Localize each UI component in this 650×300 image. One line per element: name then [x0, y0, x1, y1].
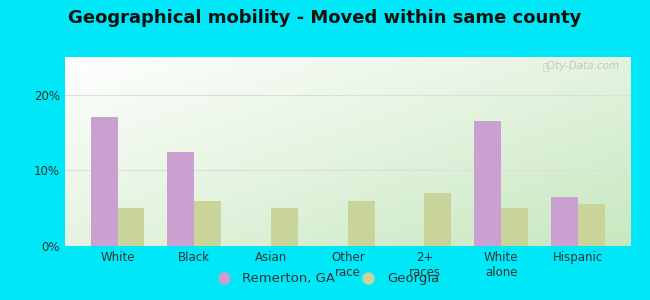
- Bar: [551, 197, 578, 246]
- Bar: [578, 204, 604, 246]
- Bar: [194, 201, 221, 246]
- Bar: [474, 121, 501, 246]
- Text: City-Data.com: City-Data.com: [545, 61, 619, 71]
- Bar: [348, 201, 374, 246]
- Legend: Remerton, GA, Georgia: Remerton, GA, Georgia: [205, 267, 445, 290]
- Text: Geographical mobility - Moved within same county: Geographical mobility - Moved within sam…: [68, 9, 582, 27]
- Bar: [271, 208, 298, 246]
- Bar: [424, 193, 451, 246]
- Bar: [501, 208, 528, 246]
- Bar: [168, 152, 194, 246]
- Bar: [91, 118, 118, 246]
- Text: ⓘ: ⓘ: [542, 61, 549, 71]
- Bar: [118, 208, 144, 246]
